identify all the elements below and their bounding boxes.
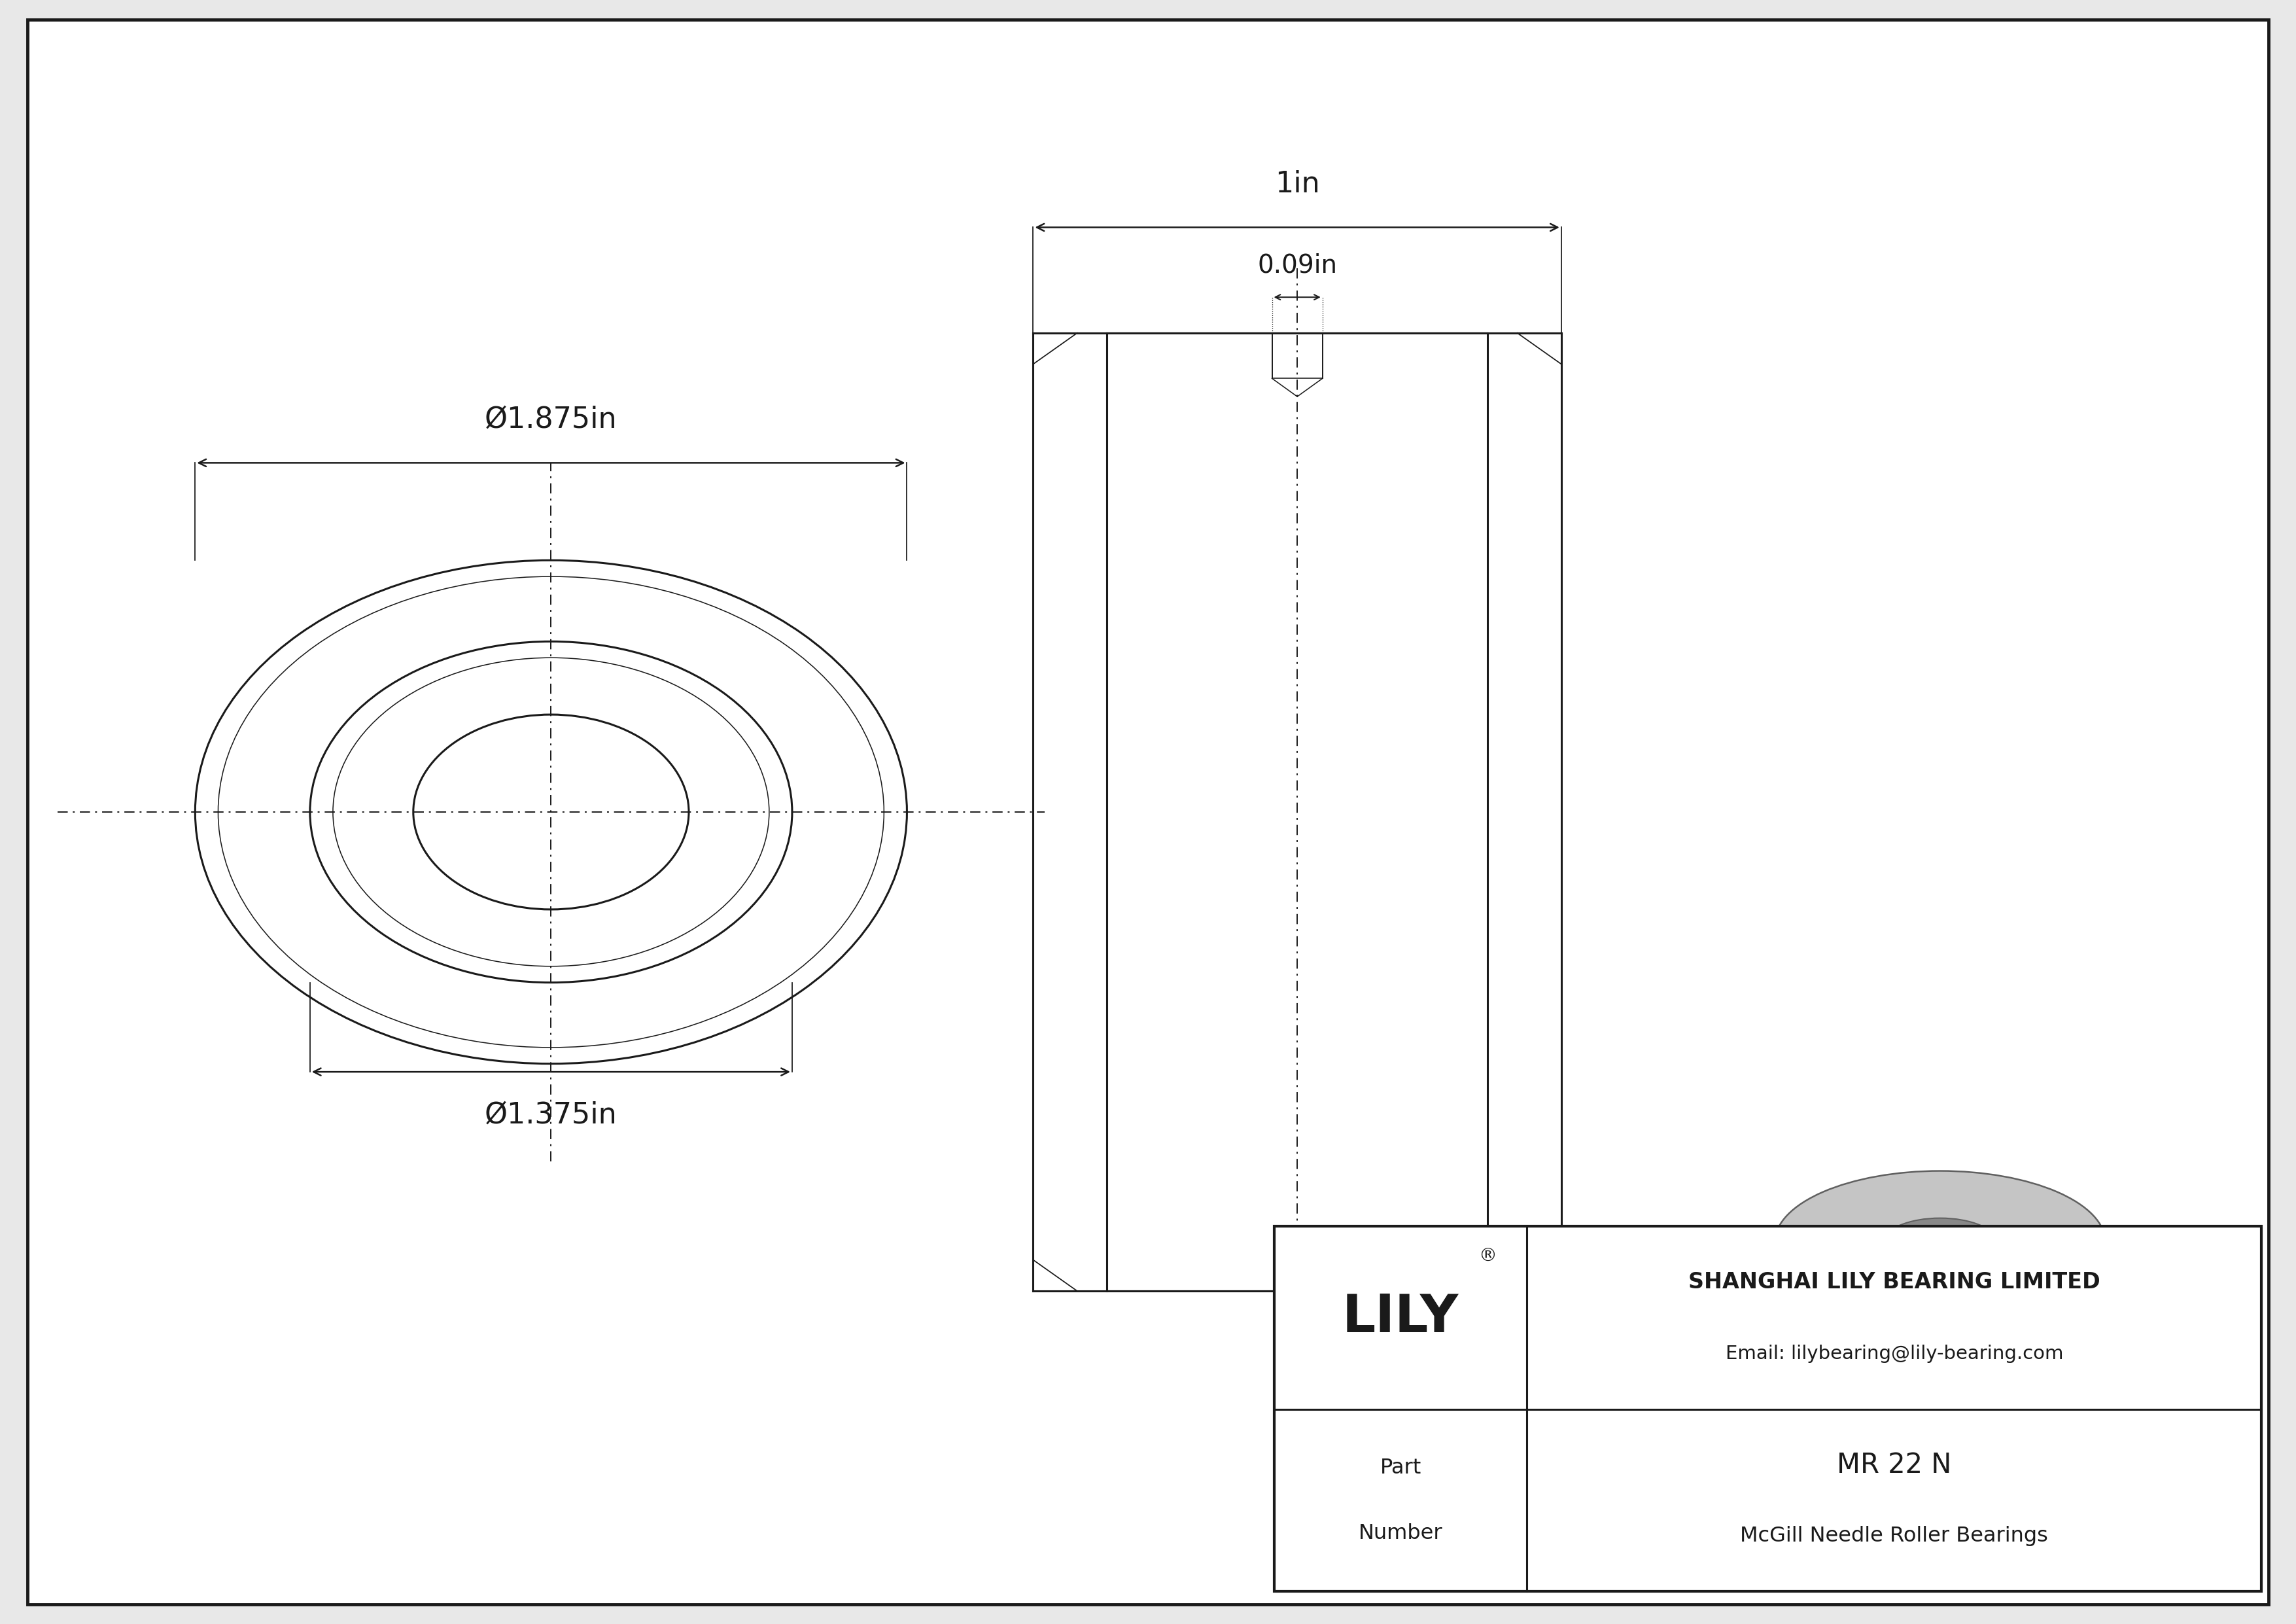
Ellipse shape [1883,1218,1998,1267]
Text: Ø1.875in: Ø1.875in [484,406,618,434]
Bar [1274,1226,2262,1592]
Text: LILY: LILY [1343,1293,1458,1343]
Ellipse shape [1844,1364,2037,1445]
Ellipse shape [1775,1171,2105,1314]
Text: McGill Needle Roller Bearings: McGill Needle Roller Bearings [1740,1527,2048,1546]
Text: Email: lilybearing@lily-bearing.com: Email: lilybearing@lily-bearing.com [1724,1345,2064,1363]
Text: 1in: 1in [1274,171,1320,198]
Text: Number: Number [1359,1523,1442,1543]
Ellipse shape [1883,1380,1998,1429]
Text: Part: Part [1380,1458,1421,1478]
Text: ®: ® [1479,1247,1497,1265]
Polygon shape [1867,1246,2014,1398]
Polygon shape [1775,1242,2105,1405]
Text: SHANGHAI LILY BEARING LIMITED: SHANGHAI LILY BEARING LIMITED [1688,1272,2101,1293]
Ellipse shape [1784,1333,2096,1476]
Text: MR 22 N: MR 22 N [1837,1452,1952,1478]
Text: 0.09in: 0.09in [1258,253,1336,278]
Text: Ø1.375in: Ø1.375in [484,1101,618,1129]
